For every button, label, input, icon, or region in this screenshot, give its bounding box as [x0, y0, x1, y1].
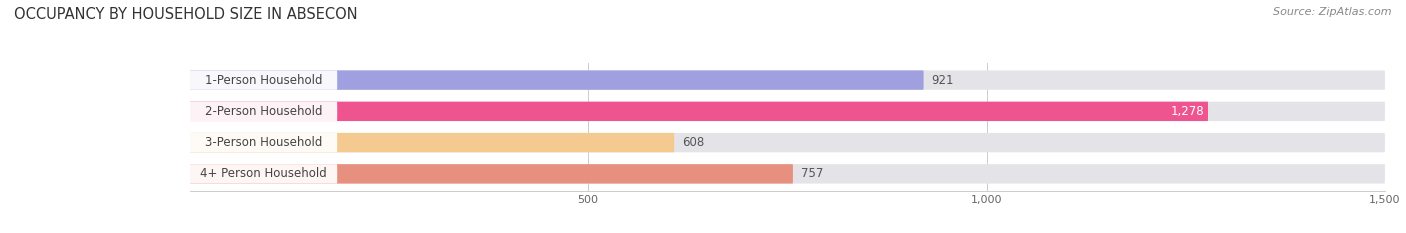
FancyBboxPatch shape [190, 133, 1385, 152]
Text: 608: 608 [682, 136, 704, 149]
Text: 1-Person Household: 1-Person Household [205, 74, 322, 87]
FancyBboxPatch shape [190, 102, 337, 121]
Text: 921: 921 [932, 74, 955, 87]
Text: 4+ Person Household: 4+ Person Household [200, 167, 326, 180]
Text: 2-Person Household: 2-Person Household [205, 105, 322, 118]
FancyBboxPatch shape [190, 164, 793, 184]
FancyBboxPatch shape [190, 133, 675, 152]
Text: Source: ZipAtlas.com: Source: ZipAtlas.com [1274, 7, 1392, 17]
FancyBboxPatch shape [190, 164, 337, 184]
Text: 1,278: 1,278 [1170, 105, 1204, 118]
FancyBboxPatch shape [190, 70, 924, 90]
Text: 757: 757 [801, 167, 824, 180]
FancyBboxPatch shape [190, 102, 1208, 121]
FancyBboxPatch shape [190, 102, 1385, 121]
Text: 3-Person Household: 3-Person Household [205, 136, 322, 149]
Text: OCCUPANCY BY HOUSEHOLD SIZE IN ABSECON: OCCUPANCY BY HOUSEHOLD SIZE IN ABSECON [14, 7, 357, 22]
FancyBboxPatch shape [190, 133, 337, 152]
FancyBboxPatch shape [190, 70, 337, 90]
FancyBboxPatch shape [190, 164, 1385, 184]
FancyBboxPatch shape [190, 70, 1385, 90]
